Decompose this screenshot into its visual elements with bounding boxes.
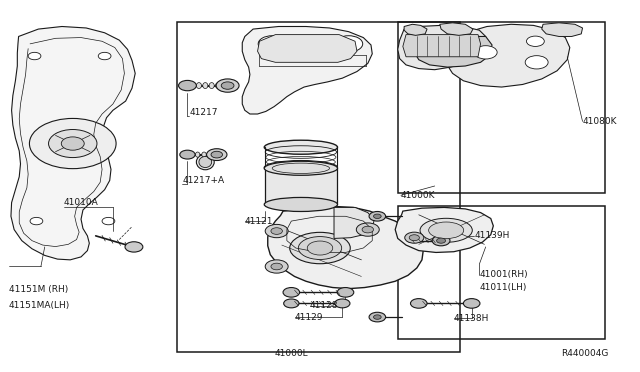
Polygon shape: [264, 168, 337, 205]
Ellipse shape: [199, 157, 212, 167]
Circle shape: [179, 80, 196, 91]
Text: 41139H: 41139H: [474, 231, 509, 240]
Ellipse shape: [208, 152, 212, 157]
Circle shape: [335, 36, 363, 52]
Circle shape: [180, 150, 195, 159]
Ellipse shape: [195, 152, 200, 157]
Text: 41217+A: 41217+A: [182, 176, 225, 185]
Ellipse shape: [189, 152, 193, 157]
Circle shape: [337, 288, 354, 297]
Circle shape: [374, 315, 381, 319]
Ellipse shape: [190, 83, 195, 89]
Circle shape: [28, 52, 41, 60]
Circle shape: [284, 299, 299, 308]
Circle shape: [265, 260, 288, 273]
Circle shape: [99, 52, 111, 60]
Circle shape: [29, 118, 116, 169]
Circle shape: [265, 224, 288, 238]
Polygon shape: [440, 23, 473, 35]
Text: 41151MA(LH): 41151MA(LH): [9, 301, 70, 311]
Circle shape: [258, 36, 286, 52]
Circle shape: [474, 46, 497, 59]
Text: 41217: 41217: [189, 108, 218, 117]
Polygon shape: [268, 206, 423, 289]
Polygon shape: [243, 26, 372, 114]
Text: 41128: 41128: [310, 301, 339, 311]
Polygon shape: [11, 26, 135, 260]
Circle shape: [125, 242, 143, 252]
Polygon shape: [446, 24, 570, 87]
Circle shape: [525, 56, 548, 69]
Text: 41121: 41121: [245, 217, 273, 225]
Ellipse shape: [298, 237, 342, 260]
Polygon shape: [397, 25, 486, 70]
Circle shape: [271, 228, 282, 234]
Text: 41001(RH): 41001(RH): [479, 270, 528, 279]
Polygon shape: [541, 23, 582, 36]
Circle shape: [211, 151, 223, 158]
Circle shape: [374, 214, 381, 218]
Circle shape: [369, 211, 386, 221]
Bar: [397, 206, 605, 339]
Circle shape: [335, 299, 350, 308]
Circle shape: [49, 129, 97, 158]
Circle shape: [362, 226, 374, 233]
Bar: [397, 22, 605, 193]
Text: 41000L: 41000L: [275, 350, 308, 359]
Circle shape: [463, 299, 480, 308]
Circle shape: [61, 137, 84, 150]
Text: 41151M (RH): 41151M (RH): [9, 285, 68, 294]
Polygon shape: [395, 208, 493, 253]
Circle shape: [283, 288, 300, 297]
Polygon shape: [414, 36, 492, 67]
Circle shape: [432, 235, 450, 246]
Polygon shape: [334, 208, 374, 238]
Circle shape: [102, 217, 115, 225]
Circle shape: [409, 235, 419, 241]
Text: 41129: 41129: [294, 312, 323, 321]
Ellipse shape: [196, 154, 214, 170]
Circle shape: [527, 36, 544, 46]
Text: 41010A: 41010A: [64, 198, 99, 207]
Text: 41138H: 41138H: [454, 314, 489, 323]
Text: 41080K: 41080K: [582, 117, 617, 126]
Ellipse shape: [202, 152, 206, 157]
Polygon shape: [257, 35, 357, 62]
Circle shape: [356, 223, 380, 236]
Polygon shape: [404, 24, 427, 35]
Circle shape: [410, 299, 427, 308]
Ellipse shape: [429, 222, 464, 238]
Ellipse shape: [264, 161, 337, 175]
Ellipse shape: [290, 232, 350, 264]
Circle shape: [436, 238, 445, 243]
Text: R440004G: R440004G: [561, 350, 608, 359]
Ellipse shape: [420, 218, 472, 242]
Ellipse shape: [203, 83, 208, 89]
Ellipse shape: [264, 140, 337, 154]
Ellipse shape: [307, 241, 333, 255]
Circle shape: [216, 79, 239, 92]
Circle shape: [207, 149, 227, 161]
Circle shape: [404, 232, 424, 243]
Polygon shape: [403, 35, 481, 57]
Bar: [177, 22, 460, 352]
Text: 41000K: 41000K: [401, 191, 435, 200]
Ellipse shape: [196, 83, 202, 89]
Ellipse shape: [209, 83, 214, 89]
Ellipse shape: [264, 198, 337, 211]
Circle shape: [271, 263, 282, 270]
Circle shape: [30, 217, 43, 225]
Circle shape: [221, 82, 234, 89]
Text: 41011(LH): 41011(LH): [479, 283, 527, 292]
Circle shape: [369, 312, 386, 322]
Ellipse shape: [216, 83, 221, 89]
